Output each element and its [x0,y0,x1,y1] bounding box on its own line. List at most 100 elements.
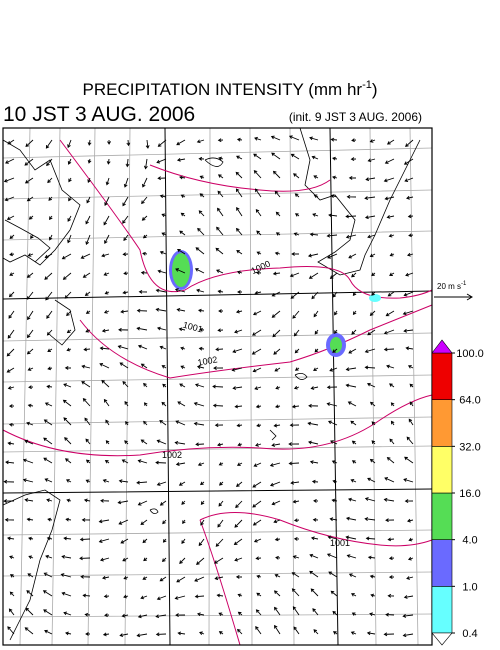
wind-scale-label: 20 m s-1 [437,281,467,291]
wind-arrow [118,519,129,525]
wind-arrow [5,460,15,465]
wind-arrow [99,363,110,369]
wind-arrow [198,346,205,351]
wind-arrow [308,403,319,408]
wind-arrow [350,420,357,426]
wind-arrow [176,248,186,255]
valid-time: 10 JST 3 AUG. 2006 [3,103,195,126]
wind-arrow [233,538,243,546]
wind-arrow [386,364,395,369]
wind-arrow [81,364,91,369]
wind-arrow [85,329,91,333]
wind-arrow [217,174,224,179]
wind-arrow [159,250,167,255]
wind-arrow [177,631,186,636]
wind-arrow [312,517,319,522]
wind-arrow [273,590,281,597]
wind-arrow [26,421,34,426]
wind-arrow [180,365,186,369]
wind-arrow [255,404,262,409]
wind-arrow [269,481,281,487]
wind-arrow [371,421,376,426]
wind-arrow [217,328,224,333]
wind-arrow [345,535,357,540]
wind-arrow [402,310,414,316]
wind-arrow [180,212,186,217]
wind-arrow [405,346,414,351]
wind-arrow [104,234,110,245]
wind-arrow [162,519,167,525]
wind-arrow [389,383,395,388]
wind-arrow [288,442,300,446]
wind-arrow [43,609,53,616]
wind-arrow [122,252,129,257]
wind-arrow [371,440,376,445]
wind-arrow [326,402,338,407]
wind-arrow [43,437,53,445]
wind-arrow [105,419,110,426]
wind-arrow [198,210,205,217]
wind-arrow [143,557,148,562]
wind-arrow [80,253,91,259]
wind-arrow [81,381,91,388]
wind-arrow [383,347,395,352]
colorbar-label: 4.0 [462,535,477,547]
wind-arrow [44,402,53,407]
wind-arrow [218,481,224,486]
wind-arrow [62,399,72,407]
wind-arrow [271,500,281,506]
wind-arrow [217,442,224,447]
wind-arrow [178,327,186,332]
wind-arrow [156,481,167,486]
wind-arrow [122,215,129,224]
wind-arrow [123,177,129,188]
wind-arrow [101,379,110,388]
wind-arrow [404,499,414,503]
wind-arrow [293,232,300,236]
wind-arrow [47,348,53,353]
wind-arrow [181,500,186,505]
wind-arrow [235,227,243,236]
wind-arrow [216,226,224,236]
wind-arrow [406,436,414,445]
wind-arrow [67,139,72,149]
wind-arrow [175,613,186,618]
wind-arrow [47,177,53,184]
wind-arrow [43,572,53,578]
wind-arrow [403,595,414,599]
wind-arrow [275,232,281,236]
wind-arrow [28,215,34,220]
wind-arrow [28,385,34,390]
wind-arrow [179,557,186,564]
wind-arrow [369,612,376,617]
wind-arrow [3,499,15,504]
wind-arrow [45,554,53,559]
wind-arrow [237,290,243,294]
wind-arrow [388,556,395,561]
wind-arrow [48,196,53,201]
wind-arrow [274,251,281,256]
wind-arrow [179,230,186,236]
wind-arrow [293,536,300,541]
wind-arrow [273,423,281,428]
wind-arrow [140,595,148,600]
wind-arrow [182,519,186,525]
wind-arrow [44,253,53,259]
wind-arrow [26,272,34,278]
wind-arrow [389,272,395,276]
wind-arrow [216,593,224,598]
wind-arrow [126,139,131,147]
wind-arrow [42,590,53,597]
wind-arrow [46,536,53,541]
wind-arrow [271,152,281,160]
wind-arrow [24,158,34,166]
wind-arrow [122,290,129,295]
wind-arrow [65,631,72,636]
wind-arrow [7,536,15,541]
wind-arrow [98,519,110,524]
wind-arrow [28,536,34,541]
wind-arrow [87,158,92,164]
wind-arrow [404,456,414,464]
wind-arrow [121,613,129,618]
wind-arrow [217,138,224,143]
